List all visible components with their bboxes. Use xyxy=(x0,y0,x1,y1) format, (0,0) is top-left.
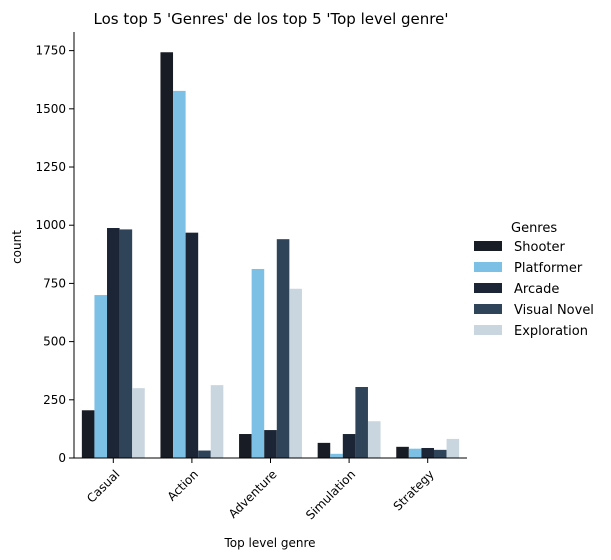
bar-visual-novel xyxy=(355,387,368,458)
bar-exploration xyxy=(289,288,302,458)
bar-arcade xyxy=(107,228,120,458)
legend-title: Genres xyxy=(511,221,557,236)
bar-exploration xyxy=(132,388,145,458)
legend-swatch xyxy=(474,325,502,335)
y-axis-label-group: count xyxy=(10,230,24,264)
legend-swatch xyxy=(474,241,502,251)
bar-shooter xyxy=(317,442,331,458)
chart-title: Los top 5 'Genres' de los top 5 'Top lev… xyxy=(94,10,449,28)
x-tick-label: Adventure xyxy=(226,467,280,521)
bar-exploration xyxy=(210,385,224,458)
bar-platformer xyxy=(94,295,108,458)
x-axis-label: Top level genre xyxy=(223,536,315,550)
bar-shooter xyxy=(81,410,95,458)
plot-area: 0 250 500 750 1000 1250 1500 1750 Casual Action Ad… xyxy=(35,32,467,522)
y-tick-label: 1500 xyxy=(35,102,66,116)
bar-platformer xyxy=(251,268,265,458)
bar-platformer xyxy=(408,448,422,458)
bar-exploration xyxy=(446,438,460,458)
bar-visual-novel xyxy=(433,449,447,458)
y-tick-label: 1000 xyxy=(35,218,66,232)
legend-label: Arcade xyxy=(514,282,559,297)
bar-arcade xyxy=(185,232,199,458)
bar-arcade xyxy=(342,434,356,458)
legend-swatch xyxy=(474,262,502,272)
y-tick-label: 750 xyxy=(43,276,66,290)
bar-shooter xyxy=(396,446,409,458)
legend-label: Shooter xyxy=(514,240,565,255)
bar-arcade xyxy=(264,430,277,458)
bar-exploration xyxy=(367,421,381,458)
legend-label: Platformer xyxy=(514,261,583,276)
bar-visual-novel xyxy=(198,450,211,458)
y-tick-label: 1750 xyxy=(35,44,66,58)
x-tick-label: Action xyxy=(165,467,201,503)
legend-label: Visual Novel xyxy=(514,303,594,318)
x-tick-label: Strategy xyxy=(391,467,437,513)
y-tick-label: 250 xyxy=(43,393,66,407)
x-tick-label: Simulation xyxy=(303,467,358,522)
legend: Shooter Platformer Arcade Visual Novel Explo… xyxy=(474,240,594,339)
legend-swatch xyxy=(474,283,502,293)
y-axis-label: count xyxy=(10,230,24,264)
bar-platformer xyxy=(330,453,343,458)
y-tick-label: 500 xyxy=(43,335,66,349)
y-tick-label: 1250 xyxy=(35,160,66,174)
x-tick-label: Casual xyxy=(84,467,122,505)
bar-shooter xyxy=(160,52,174,458)
bar-visual-novel xyxy=(276,239,290,458)
legend-label: Exploration xyxy=(514,324,588,339)
bar-platformer xyxy=(173,90,186,458)
bar-arcade xyxy=(421,447,434,458)
bar-visual-novel xyxy=(119,229,133,458)
legend-swatch xyxy=(474,304,502,314)
bar-shooter xyxy=(239,434,252,458)
y-tick-label: 0 xyxy=(58,451,66,465)
